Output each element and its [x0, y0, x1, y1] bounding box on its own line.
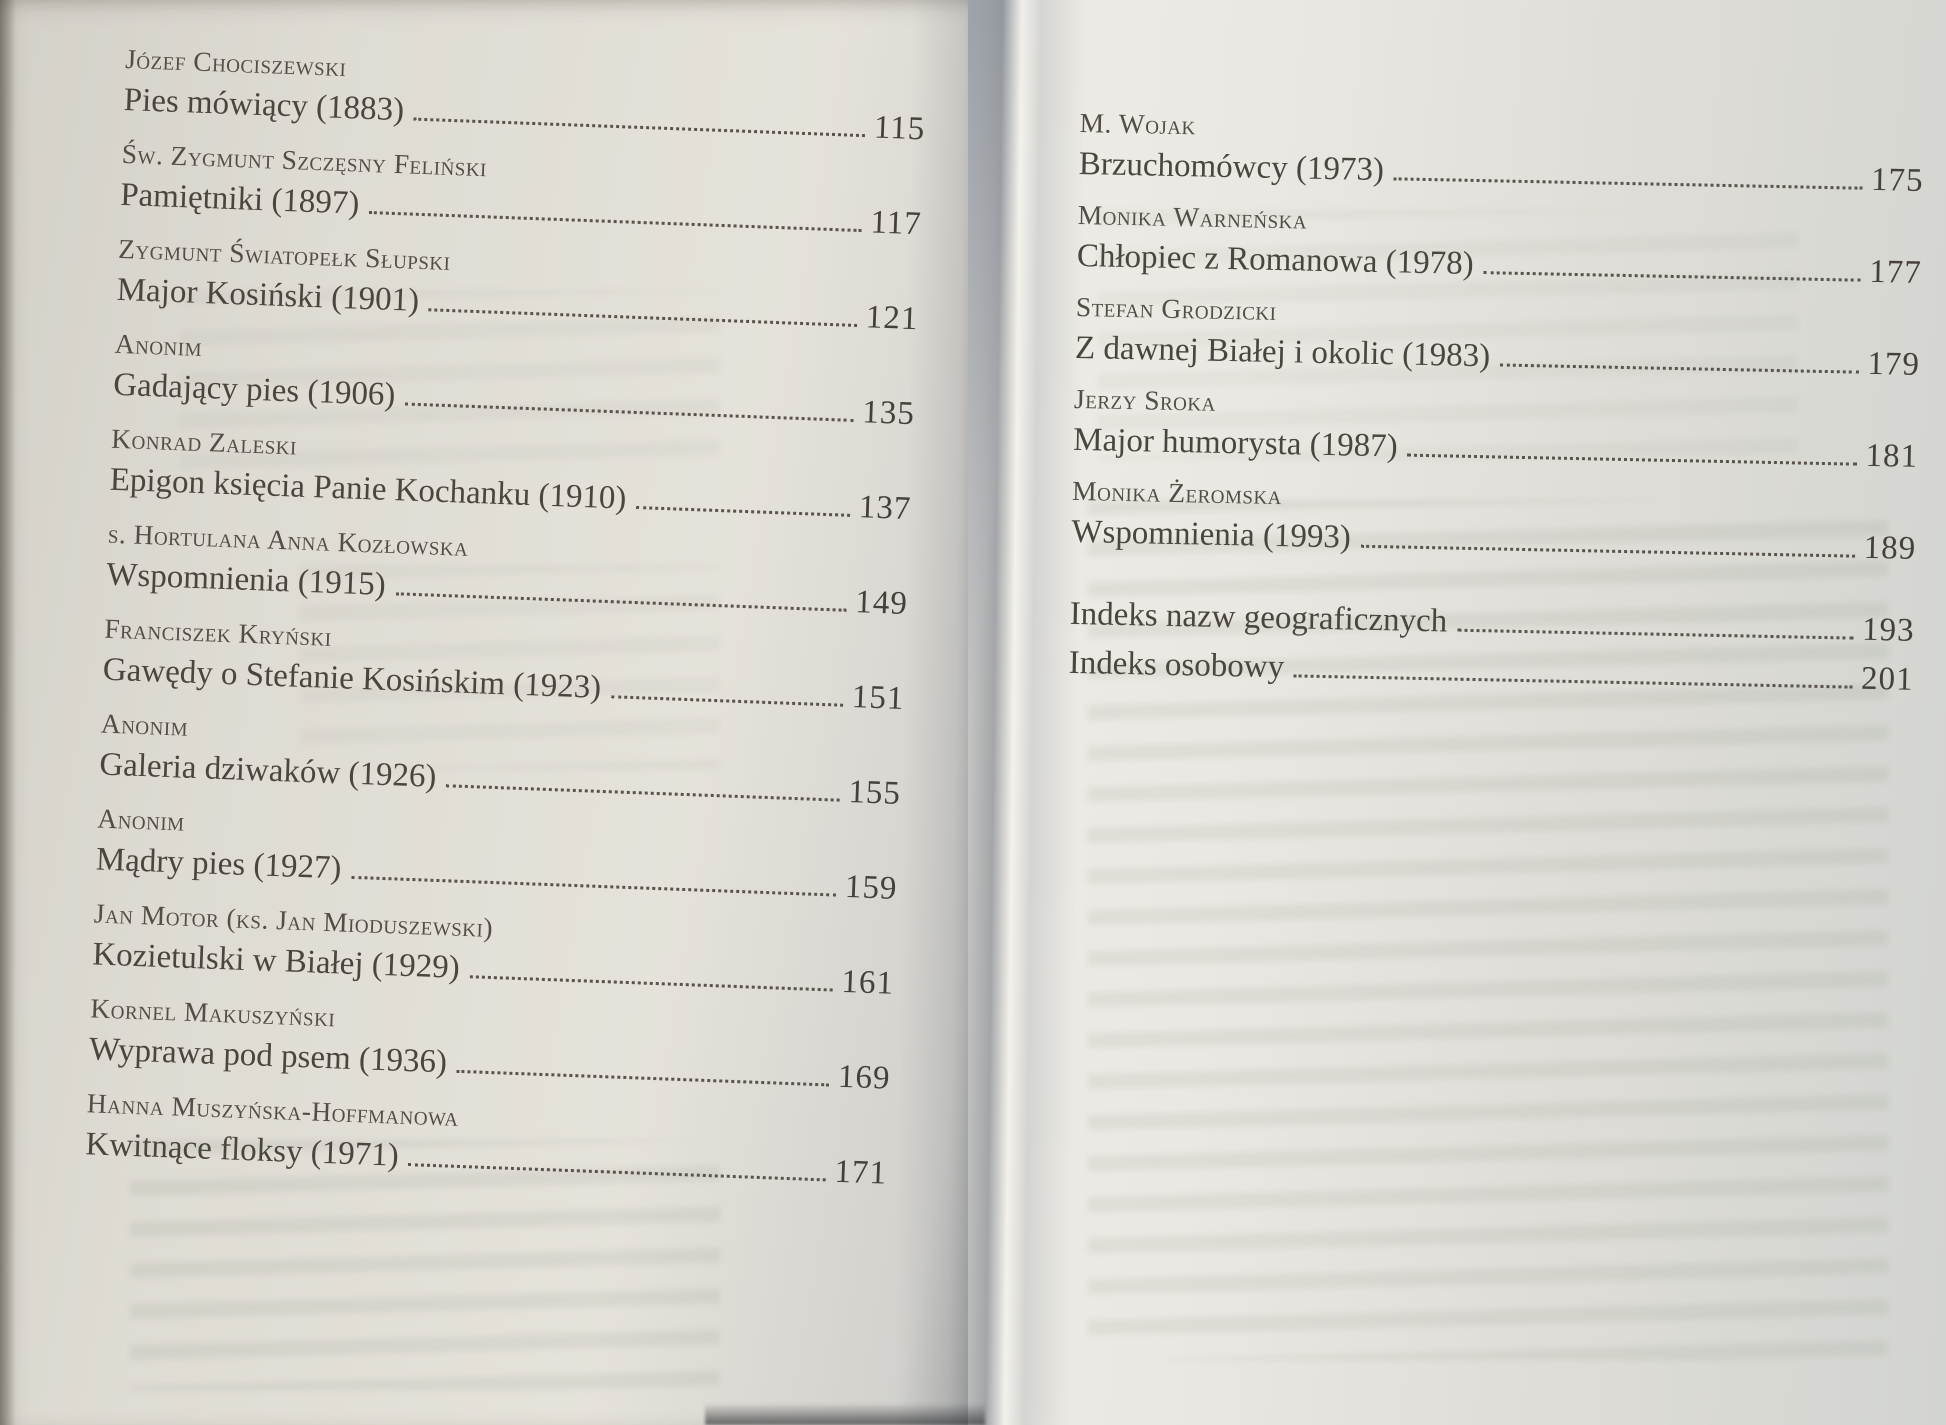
toc-entry: Konrad Zaleski Epigon księcia Panie Koch… [109, 420, 914, 532]
toc-entry: Monika Warneńska Chłopiec z Romanowa (19… [1076, 196, 1923, 296]
toc-entry: Stefan Grodzicki Z dawnej Białej i okoli… [1075, 288, 1921, 388]
toc-entry: Anonim Gadający pies (1906) 135 [113, 325, 918, 437]
toc-entry-title: Wspomnienia (1915) [105, 556, 387, 603]
dotted-leader [446, 784, 840, 802]
toc-entry-title: Major humorysta (1987) [1072, 421, 1399, 465]
toc-entry: Franciszek Kryński Gawędy o Stefanie Kos… [102, 610, 907, 722]
dotted-leader [636, 506, 850, 517]
toc-entry-title: Pies mówiący (1883) [123, 81, 405, 129]
toc-entry-page-number: 117 [869, 204, 923, 243]
dotted-leader [351, 875, 836, 897]
toc-entry: s. Hortulana Anna Kozłowska Wspomnienia … [106, 515, 911, 627]
toc-entry-title: Major Kosiński (1901) [116, 271, 420, 319]
toc-entry: Anonim Mądry pies (1927) 159 [95, 799, 900, 911]
toc-entry: M. Wojak Brzuchomówcy (1973) 175 [1078, 104, 1924, 204]
dotted-leader [610, 695, 843, 707]
toc-entry-page-number: 175 [1870, 161, 1924, 199]
toc-entry-title: Gadający pies (1906) [112, 366, 397, 414]
dotted-leader [1360, 544, 1855, 558]
toc-entry-page-number: 159 [844, 868, 899, 907]
toc-entry-page-number: 115 [873, 109, 926, 148]
toc-entry-page-number: 151 [851, 679, 906, 717]
dotted-leader [1499, 363, 1859, 374]
toc-entry: Jerzy Sroka Major humorysta (1987) 181 [1073, 380, 1919, 480]
dotted-leader [1483, 271, 1861, 282]
toc-entry-title: Brzuchomówcy (1973) [1078, 145, 1385, 189]
index-section: Indeks nazw geograficznych 193 Indeks os… [1068, 591, 1915, 703]
toc-entry-page-number: 177 [1868, 253, 1923, 291]
toc-entry: Monika Żeromska Wspomnienia (1993) 189 [1071, 472, 1917, 572]
toc-entry-page-number: 189 [1863, 529, 1917, 567]
dotted-leader [408, 1163, 826, 1182]
toc-entry-title: Chłopiec z Romanowa (1978) [1076, 237, 1475, 282]
toc-entry-page-number: 171 [833, 1153, 888, 1192]
toc-entry-page-number: 149 [854, 584, 909, 623]
toc-entry-page-number: 155 [847, 773, 902, 812]
right-page-toc: M. Wojak Brzuchomówcy (1973) 175 Monika … [1068, 104, 1925, 706]
toc-entry-page-number: 121 [865, 299, 919, 338]
toc-entry-title: Wspomnienia (1993) [1071, 513, 1352, 556]
book-gutter-fold [893, 0, 1087, 1425]
toc-entry: Hanna Muszyńska-Hoffmanowa Kwitnące flok… [85, 1084, 890, 1196]
toc-entry-page-number: 181 [1865, 437, 1919, 475]
dotted-leader [369, 211, 862, 233]
toc-entry: Jan Motor (ks. Jan Mioduszewski) Kozietu… [92, 894, 897, 1006]
toc-entry: Zygmunt Światopełk Słupski Major Kosińsk… [116, 230, 921, 342]
dotted-leader [413, 117, 865, 138]
toc-entry: Anonim Galeria dziwaków (1926) 155 [99, 705, 904, 817]
toc-entry-page-number: 169 [837, 1058, 892, 1097]
index-entry-title: Indeks osobowy [1068, 644, 1285, 686]
index-entry-page-number: 201 [1860, 660, 1914, 698]
toc-entry-page-number: 135 [861, 394, 916, 433]
bottom-edge-shadow [705, 1403, 985, 1425]
toc-entry-title: Z dawnej Białej i okolic (1983) [1074, 329, 1491, 375]
toc-entry-title: Pamiętniki (1897) [119, 176, 361, 222]
dotted-leader [1393, 177, 1862, 190]
dotted-leader [1407, 453, 1857, 466]
dotted-leader [428, 308, 857, 327]
toc-entry: Kornel Makuszyński Wyprawa pod psem (193… [88, 989, 893, 1101]
toc-entry-title: Mądry pies (1927) [95, 841, 343, 887]
dotted-leader [456, 1069, 829, 1087]
left-page-toc: Józef Chociszewski Pies mówiący (1883) 1… [84, 40, 927, 1209]
dotted-leader [395, 592, 847, 612]
toc-entry-page-number: 161 [840, 963, 895, 1002]
index-entry-page-number: 193 [1861, 611, 1915, 649]
dotted-leader [1456, 628, 1853, 640]
dotted-leader [405, 402, 854, 422]
dotted-leader [1293, 674, 1852, 689]
toc-entry-page-number: 179 [1867, 345, 1921, 383]
left-page-edge-shadow [0, 0, 16, 1425]
dotted-leader [469, 975, 833, 992]
toc-entry: Św. Zygmunt Szczęsny Feliński Pamiętniki… [119, 135, 924, 247]
index-entry-title: Indeks nazw geograficznych [1069, 595, 1448, 640]
toc-entry-page-number: 137 [858, 489, 912, 528]
